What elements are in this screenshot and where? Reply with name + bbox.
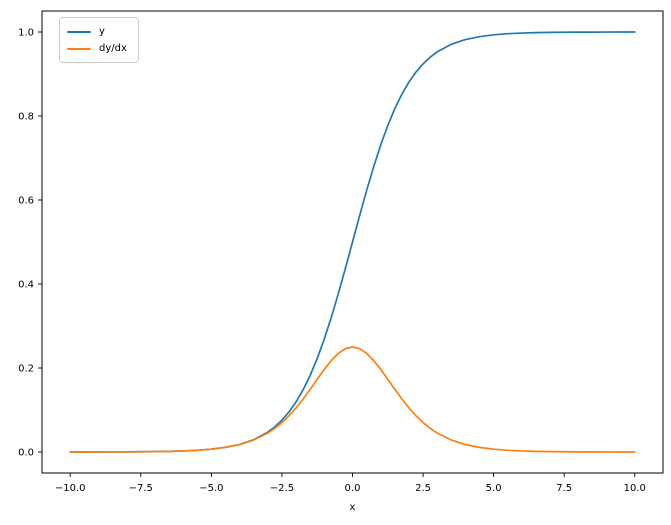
legend-label-y: y [99, 25, 105, 37]
x-tick-label: 10.0 [624, 483, 646, 494]
x-tick-label: −7.5 [129, 483, 153, 494]
legend-label-dydx: dy/dx [99, 42, 127, 54]
y-tick-label: 0.0 [18, 448, 34, 459]
x-tick-label: −10.0 [55, 483, 86, 494]
x-axis-label: x [350, 502, 356, 513]
legend-line-dydx-icon [67, 47, 91, 50]
y-tick-label: 0.8 [18, 112, 34, 123]
legend: y dy/dx [59, 17, 139, 63]
x-tick-label: 0.0 [345, 483, 361, 494]
y-tick-label: 1.0 [18, 28, 34, 39]
y-tick-label: 0.6 [18, 196, 34, 207]
legend-entry-y: y [67, 25, 130, 39]
y-tick-label: 0.4 [18, 280, 34, 291]
y-tick-label: 0.2 [18, 364, 34, 375]
legend-entry-dydx: dy/dx [67, 42, 130, 56]
series-line-y [69, 31, 636, 453]
series-line-dy-dx [69, 346, 636, 453]
x-tick-label: −2.5 [270, 483, 294, 494]
legend-line-y-icon [67, 30, 91, 33]
x-tick-label: 2.5 [415, 483, 431, 494]
x-tick-label: −5.0 [199, 483, 223, 494]
x-tick-label: 5.0 [486, 483, 502, 494]
x-tick-label: 7.5 [556, 483, 572, 494]
